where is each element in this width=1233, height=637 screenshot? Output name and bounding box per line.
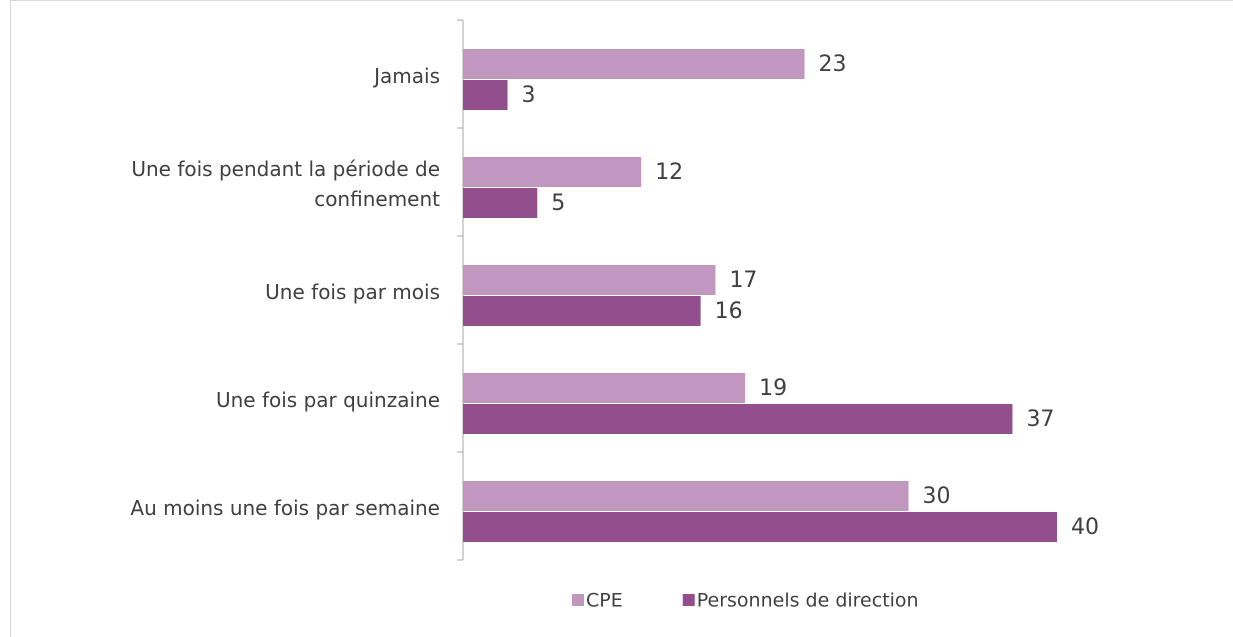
bar <box>463 188 538 218</box>
category-label: Au moins une fois par semaine <box>130 496 440 520</box>
category-label: Une fois par quinzaine <box>215 388 440 412</box>
legend-swatch <box>572 594 584 606</box>
bar <box>463 296 701 326</box>
category-label: Jamais <box>374 64 440 88</box>
value-label: 23 <box>819 52 847 77</box>
bar <box>463 481 909 511</box>
legend-label: Personnels de direction <box>697 590 919 612</box>
value-label: 17 <box>729 268 757 293</box>
bar <box>463 157 642 187</box>
value-label: 12 <box>655 160 683 185</box>
value-label: 30 <box>923 484 951 509</box>
value-label: 37 <box>1026 407 1054 432</box>
bar <box>463 80 508 110</box>
legend-label: CPE <box>586 590 623 612</box>
category-label: Une fois pendant la période de confineme… <box>131 157 440 211</box>
value-label: 5 <box>551 191 565 216</box>
value-label: 19 <box>759 376 787 401</box>
value-label: 16 <box>715 299 743 324</box>
chart-border <box>10 0 1233 637</box>
category-label: Une fois par mois <box>265 280 440 304</box>
bar <box>463 512 1057 542</box>
bar <box>463 49 805 79</box>
bar <box>463 404 1013 434</box>
legend-swatch <box>682 594 695 606</box>
value-label: 3 <box>522 83 536 108</box>
bar <box>463 373 746 403</box>
value-label: 40 <box>1071 515 1099 540</box>
bar <box>463 265 716 295</box>
